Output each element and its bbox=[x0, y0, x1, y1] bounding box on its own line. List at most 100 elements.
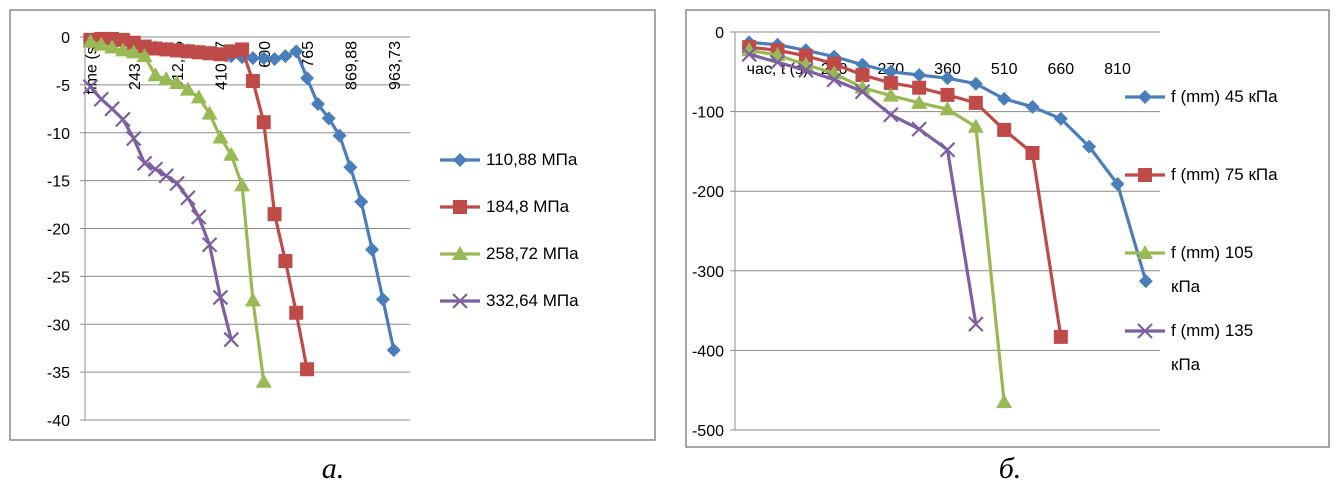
legend-marker bbox=[453, 200, 467, 214]
data-point bbox=[212, 289, 229, 306]
data-point bbox=[300, 71, 315, 86]
y-tick-label: -100 bbox=[692, 105, 724, 122]
series-line bbox=[748, 45, 1063, 338]
data-point bbox=[125, 130, 142, 147]
x-tick-label: 869,88 bbox=[343, 41, 360, 90]
data-point bbox=[343, 160, 358, 175]
series-line bbox=[748, 48, 1006, 403]
data-point bbox=[769, 54, 786, 71]
x-tick-label: 360 bbox=[934, 61, 961, 78]
data-point bbox=[854, 83, 871, 100]
data-point bbox=[255, 373, 272, 388]
data-point bbox=[267, 52, 282, 67]
data-point bbox=[289, 305, 304, 320]
data-point bbox=[115, 32, 130, 47]
data-point bbox=[126, 35, 141, 50]
data-point bbox=[235, 42, 250, 57]
data-point bbox=[93, 36, 110, 51]
data-point bbox=[170, 43, 185, 58]
data-point bbox=[267, 207, 282, 222]
data-point bbox=[278, 49, 293, 64]
legend-marker bbox=[452, 246, 468, 260]
data-point bbox=[180, 190, 196, 206]
data-point bbox=[354, 194, 369, 209]
data-point bbox=[1138, 274, 1153, 289]
data-point bbox=[234, 177, 251, 192]
y-tick-label: -200 bbox=[692, 184, 724, 201]
data-point bbox=[826, 71, 842, 88]
legend-marker bbox=[1137, 323, 1153, 339]
data-point bbox=[223, 331, 240, 348]
data-point bbox=[365, 242, 380, 257]
data-point bbox=[190, 209, 207, 225]
data-point bbox=[911, 121, 927, 137]
data-point bbox=[104, 39, 121, 54]
data-point bbox=[882, 87, 899, 102]
data-point bbox=[115, 111, 131, 128]
y-tick-label: -5 bbox=[56, 78, 70, 95]
y-tick-label: -10 bbox=[47, 126, 70, 143]
legend-label: 258,72 МПа bbox=[486, 244, 579, 263]
series-line bbox=[90, 37, 309, 370]
data-point bbox=[137, 39, 152, 54]
data-point bbox=[256, 115, 271, 130]
data-point bbox=[212, 129, 229, 144]
data-point bbox=[939, 101, 956, 116]
legend-marker bbox=[453, 153, 467, 167]
data-point bbox=[180, 44, 195, 59]
data-point bbox=[179, 81, 196, 96]
data-point bbox=[223, 146, 240, 161]
data-point bbox=[159, 42, 174, 57]
legend-label: 184,8 МПа bbox=[486, 197, 570, 216]
data-point bbox=[201, 105, 218, 120]
y-tick-label: 0 bbox=[61, 30, 70, 47]
data-point bbox=[245, 74, 260, 89]
data-point bbox=[147, 161, 164, 177]
data-point bbox=[125, 44, 142, 59]
data-point bbox=[147, 67, 164, 82]
data-point bbox=[114, 42, 131, 57]
data-point bbox=[82, 79, 99, 95]
series-line bbox=[89, 85, 233, 340]
data-point bbox=[148, 41, 163, 56]
legend-marker bbox=[1138, 90, 1152, 104]
data-point bbox=[278, 254, 293, 269]
data-point bbox=[1082, 139, 1097, 154]
data-point bbox=[321, 111, 336, 126]
data-point bbox=[332, 128, 347, 143]
legend-label: f (mm) 105 кПа bbox=[1171, 243, 1254, 296]
x-tick-label: 510 bbox=[991, 61, 1018, 78]
data-point bbox=[798, 48, 813, 63]
legend-marker bbox=[452, 293, 468, 309]
series-line bbox=[90, 40, 266, 382]
data-point bbox=[997, 122, 1012, 137]
data-point bbox=[136, 155, 153, 172]
y-tick-label: -35 bbox=[47, 365, 70, 382]
data-point bbox=[883, 64, 898, 79]
data-point bbox=[940, 71, 955, 86]
data-point bbox=[939, 142, 956, 158]
data-point bbox=[1025, 145, 1040, 160]
data-point bbox=[911, 94, 928, 109]
legend-label: f (mm) 75 кПа bbox=[1171, 165, 1278, 184]
data-point bbox=[191, 45, 206, 60]
data-point bbox=[310, 97, 325, 112]
data-point bbox=[158, 168, 175, 184]
data-point bbox=[386, 343, 401, 358]
data-point bbox=[201, 236, 218, 253]
data-point bbox=[82, 33, 99, 48]
data-point bbox=[741, 46, 757, 63]
x-tick-label: 810 bbox=[1104, 61, 1131, 78]
chart-frame bbox=[9, 9, 656, 441]
y-tick-label: -300 bbox=[692, 264, 724, 281]
data-point bbox=[158, 71, 175, 86]
x-tick-label: 765 bbox=[300, 41, 317, 68]
data-point bbox=[968, 95, 983, 110]
data-point bbox=[741, 42, 758, 57]
data-point bbox=[967, 118, 984, 133]
data-point bbox=[883, 107, 899, 123]
chart-frame bbox=[685, 9, 1330, 448]
data-point bbox=[244, 292, 261, 307]
